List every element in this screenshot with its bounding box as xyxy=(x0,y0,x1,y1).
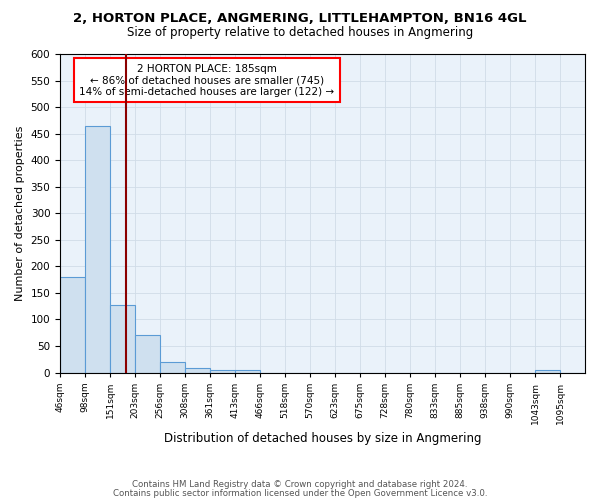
Text: 2, HORTON PLACE, ANGMERING, LITTLEHAMPTON, BN16 4GL: 2, HORTON PLACE, ANGMERING, LITTLEHAMPTO… xyxy=(73,12,527,26)
Text: Contains HM Land Registry data © Crown copyright and database right 2024.: Contains HM Land Registry data © Crown c… xyxy=(132,480,468,489)
Bar xyxy=(110,304,135,372)
Bar xyxy=(185,368,210,372)
Bar xyxy=(235,370,260,372)
Bar xyxy=(135,336,160,372)
Text: Contains public sector information licensed under the Open Government Licence v3: Contains public sector information licen… xyxy=(113,488,487,498)
Text: 2 HORTON PLACE: 185sqm
← 86% of detached houses are smaller (745)
14% of semi-de: 2 HORTON PLACE: 185sqm ← 86% of detached… xyxy=(79,64,335,97)
Bar xyxy=(160,362,185,372)
Bar xyxy=(210,370,235,372)
Bar xyxy=(60,277,85,372)
X-axis label: Distribution of detached houses by size in Angmering: Distribution of detached houses by size … xyxy=(164,432,481,445)
Y-axis label: Number of detached properties: Number of detached properties xyxy=(15,126,25,301)
Bar xyxy=(535,370,560,372)
Bar xyxy=(85,126,110,372)
Text: Size of property relative to detached houses in Angmering: Size of property relative to detached ho… xyxy=(127,26,473,39)
